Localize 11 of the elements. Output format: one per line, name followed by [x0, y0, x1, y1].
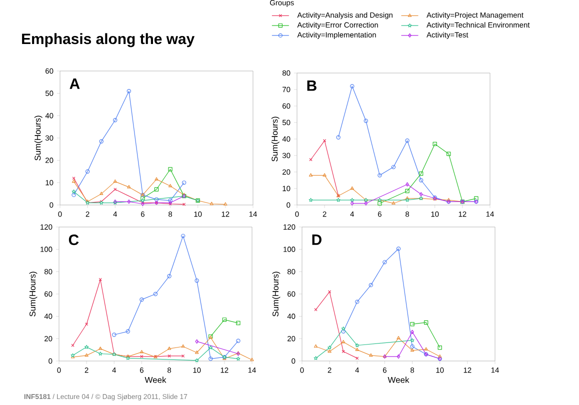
annotation: D	[312, 234, 322, 245]
y-axis-title: Sum(Hours)	[34, 116, 42, 160]
x-axis-title: Week	[388, 376, 410, 383]
y-axis-title: Sum(Hours)	[29, 272, 38, 316]
annotation: B	[307, 80, 316, 91]
annotation: C	[68, 234, 79, 246]
y-axis-title: Sum(Hours)	[272, 272, 280, 316]
y-axis-title: Sum(Hours)	[271, 116, 280, 162]
x-axis-title: Week	[144, 376, 166, 383]
annotation: A	[70, 78, 80, 89]
chart-title: Emphasis along the way	[22, 33, 195, 48]
